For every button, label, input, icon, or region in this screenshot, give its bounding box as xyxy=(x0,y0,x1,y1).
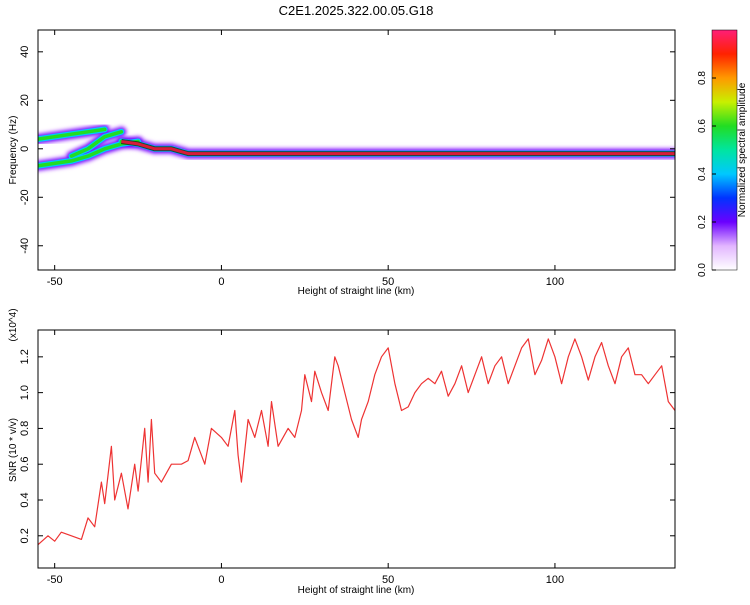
colorbar-tick-label: 0.8 xyxy=(697,71,708,85)
colorbar-tick-label: 0.4 xyxy=(697,167,708,181)
colorbar-label: Normalized spectral amplitude xyxy=(737,82,748,217)
spectrogram-x-tick-label: 50 xyxy=(382,276,394,288)
snr-panel: -50 0 50 100 0.2 0.4 0.6 0.8 1.0 1.2 Height of s… xyxy=(8,308,676,596)
spectrogram-green-layer-ridge-2 xyxy=(69,130,124,158)
spectrogram-main-core xyxy=(121,140,675,156)
spectrogram-y-tick-label: 0 xyxy=(19,146,31,152)
snr-x-tick-label: 50 xyxy=(382,574,394,586)
snr-y-tick-label: 0.8 xyxy=(19,421,31,436)
page-title: C2E1.2025.322.00.05.G18 xyxy=(279,3,434,18)
spectrogram-y-tick-label: -40 xyxy=(19,238,31,254)
snr-y-tick-label: 0.4 xyxy=(19,492,31,507)
spectrogram-x-axis-label: Height of straight line (km) xyxy=(298,286,415,297)
colorbar-tick-label: 0.6 xyxy=(697,119,708,133)
spectrogram-x-tick-label: 0 xyxy=(218,276,224,288)
colorbar-ticks: 0.0 0.2 0.4 0.6 0.8 xyxy=(697,71,716,277)
snr-y-ticks: 0.2 0.4 0.6 0.8 1.0 1.2 xyxy=(19,349,675,543)
spectrogram-x-ticks: -50 0 50 100 xyxy=(47,30,564,288)
spectrogram-green-layer-ridge-0 xyxy=(38,127,107,141)
snr-y-axis-label: SNR (10 * v/v) xyxy=(8,418,19,482)
snr-y-tick-label: 1.0 xyxy=(19,385,31,400)
snr-x-tick-label: 100 xyxy=(546,574,564,586)
spectrogram-y-tick-label: 20 xyxy=(19,94,31,106)
colorbar-tick-label: 0.0 xyxy=(697,263,708,277)
snr-x-tick-label: -50 xyxy=(47,574,63,586)
snr-y-tick-label: 1.2 xyxy=(19,349,31,364)
spectrogram-y-axis-label: Frequency (Hz) xyxy=(8,116,19,185)
spectrogram-frame xyxy=(37,29,676,271)
colorbar-tick-label: 0.2 xyxy=(697,215,708,229)
spectrogram-image xyxy=(38,122,675,173)
snr-x-axis-label: Height of straight line (km) xyxy=(298,585,415,596)
snr-frame xyxy=(37,329,676,569)
spectrogram-x-tick-label: 100 xyxy=(546,276,564,288)
snr-x-tick-label: 0 xyxy=(218,574,224,586)
spectrogram-y-tick-label: -20 xyxy=(19,189,31,205)
spectrogram-y-tick-label: 40 xyxy=(19,46,31,58)
snr-series-line xyxy=(38,338,675,546)
snr-y-tick-label: 0.2 xyxy=(19,528,31,543)
snr-x-ticks: -50 0 50 100 xyxy=(47,330,564,586)
colorbar: 0.0 0.2 0.4 0.6 0.8 Normalized spectral ampl… xyxy=(697,29,748,277)
snr-y-tick-label: 0.6 xyxy=(19,457,31,472)
colorbar-gradient xyxy=(711,29,738,271)
spectrogram-y-ticks: -40 -20 0 20 40 xyxy=(19,46,675,254)
snr-plot-area xyxy=(38,338,675,546)
spectrogram-panel: -50 0 50 100 -40 -20 0 20 40 Height of straight… xyxy=(8,29,676,297)
snr-y-multiplier: (x10^4) xyxy=(8,308,19,341)
spectrogram-x-tick-label: -50 xyxy=(47,276,63,288)
